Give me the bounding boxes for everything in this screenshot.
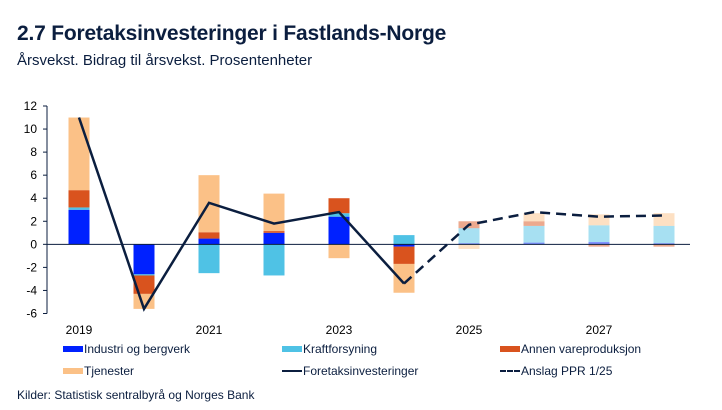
bar-segment-industri-og-bergverk-2027 xyxy=(588,242,610,245)
bar-segment-kraftforsyning-2028 xyxy=(653,225,675,244)
chart-subtitle: Årsvekst. Bidrag til årsvekst. Prosenten… xyxy=(17,52,313,69)
bar-segment-annen-vareproduksjon-2028 xyxy=(653,244,675,247)
bar-segment-kraftforsyning-2026 xyxy=(523,225,545,243)
legend-item-foretaksinvesteringer: Foretaksinvesteringer xyxy=(282,364,418,378)
legend-item-anslag: Anslag PPR 1/25 xyxy=(500,364,612,378)
bar-segment-tjenester-2024 xyxy=(393,263,415,293)
legend-swatch-tjenester xyxy=(63,368,83,374)
bar-segment-tjenester-2020 xyxy=(133,293,155,309)
legend-label: Industri og bergverk xyxy=(84,342,191,356)
legend-item-kraftforsyning: Kraftforsyning xyxy=(282,342,377,356)
y-tick-label: 12 xyxy=(24,99,38,113)
lines-group xyxy=(77,117,665,312)
bar-segment-kraftforsyning-2023 xyxy=(328,213,350,217)
y-tick-label: -4 xyxy=(26,283,37,297)
legend-label: Anslag PPR 1/25 xyxy=(521,364,613,378)
y-ticks: -6 -4 -2 0 2 4 6 8 10 12 xyxy=(24,99,47,321)
legend-swatch-kraftforsyning xyxy=(282,346,302,352)
bar-segment-annen-vareproduksjon-2023 xyxy=(328,198,350,214)
bar-segment-industri-og-bergverk-2021 xyxy=(198,238,220,245)
y-tick-label: 4 xyxy=(30,191,37,205)
bar-segment-industri-og-bergverk-2020 xyxy=(133,244,155,275)
x-tick-label: 2025 xyxy=(456,323,483,337)
bar-segment-tjenester-2025 xyxy=(458,244,480,249)
bar-segment-industri-og-bergverk-2019 xyxy=(68,209,90,245)
bar-segment-annen-vareproduksjon-2020 xyxy=(133,275,155,294)
bar-segment-annen-vareproduksjon-2027 xyxy=(588,244,610,247)
bar-segment-kraftforsyning-2024 xyxy=(393,235,415,245)
line-anslag-ppr xyxy=(403,210,665,285)
x-tick-label: 2019 xyxy=(66,323,93,337)
x-tick-label: 2027 xyxy=(586,323,613,337)
bar-segment-kraftforsyning-2027 xyxy=(588,225,610,243)
legend-label: Annen vareproduksjon xyxy=(521,342,642,356)
bar-segment-annen-vareproduksjon-2022 xyxy=(263,231,285,233)
bar-segment-tjenester-2019 xyxy=(68,117,90,191)
bar-segment-tjenester-2027 xyxy=(588,214,610,226)
bar-segment-annen-vareproduksjon-2024 xyxy=(393,246,415,264)
x-tick-label: 2021 xyxy=(196,323,223,337)
legend-dash-icon xyxy=(500,370,520,372)
bar-segment-industri-og-bergverk-2025 xyxy=(458,243,480,245)
x-ticks: 2019 2021 2023 2025 2027 xyxy=(66,323,613,337)
y-tick-label: 8 xyxy=(30,145,37,159)
line-foretaksinvesteringer xyxy=(77,117,405,312)
chart-title: 2.7 Foretaksinvesteringer i Fastlands-No… xyxy=(17,22,447,45)
bar-segment-industri-og-bergverk-2026 xyxy=(523,242,545,245)
bar-segment-kraftforsyning-2025 xyxy=(458,228,480,244)
y-tick-label: 10 xyxy=(24,122,38,136)
y-tick-label: -6 xyxy=(26,307,37,321)
y-tick-label: -2 xyxy=(26,260,37,274)
y-tick-label: 6 xyxy=(30,168,37,182)
bar-segment-kraftforsyning-2021 xyxy=(198,244,220,274)
bar-segment-industri-og-bergverk-2023 xyxy=(328,216,350,245)
legend-item-annen-vareproduksjon: Annen vareproduksjon xyxy=(500,342,641,356)
bar-segment-kraftforsyning-2019 xyxy=(68,207,90,210)
legend-line-icon xyxy=(282,370,302,372)
legend-label: Tjenester xyxy=(84,364,135,378)
bar-segment-tjenester-2026 xyxy=(523,213,545,222)
y-tick-label: 0 xyxy=(30,237,37,251)
bar-segment-annen-vareproduksjon-2026 xyxy=(523,221,545,226)
bar-segment-industri-og-bergverk-2028 xyxy=(653,243,675,245)
bar-segment-kraftforsyning-2020 xyxy=(133,274,155,276)
bar-segment-annen-vareproduksjon-2021 xyxy=(198,232,220,239)
bar-segment-industri-og-bergverk-2024 xyxy=(393,244,415,247)
legend-swatch-industri xyxy=(63,346,83,352)
bar-segment-tjenester-2023 xyxy=(328,244,350,259)
source-note: Kilder: Statistisk sentralbyrå og Norges… xyxy=(17,388,255,402)
bar-segment-industri-og-bergverk-2022 xyxy=(263,232,285,245)
legend-swatch-annen xyxy=(500,346,520,352)
bar-segment-tjenester-2022 xyxy=(263,193,285,232)
bars-group xyxy=(68,117,675,309)
legend-item-tjenester: Tjenester xyxy=(63,364,134,378)
y-tick-label: 2 xyxy=(30,214,37,228)
legend-item-industri: Industri og bergverk xyxy=(63,342,190,356)
bar-segment-annen-vareproduksjon-2019 xyxy=(68,190,90,208)
legend-label: Kraftforsyning xyxy=(303,342,378,356)
legend-label: Foretaksinvesteringer xyxy=(303,364,419,378)
x-tick-label: 2023 xyxy=(326,323,353,337)
bar-segment-kraftforsyning-2022 xyxy=(263,244,285,276)
